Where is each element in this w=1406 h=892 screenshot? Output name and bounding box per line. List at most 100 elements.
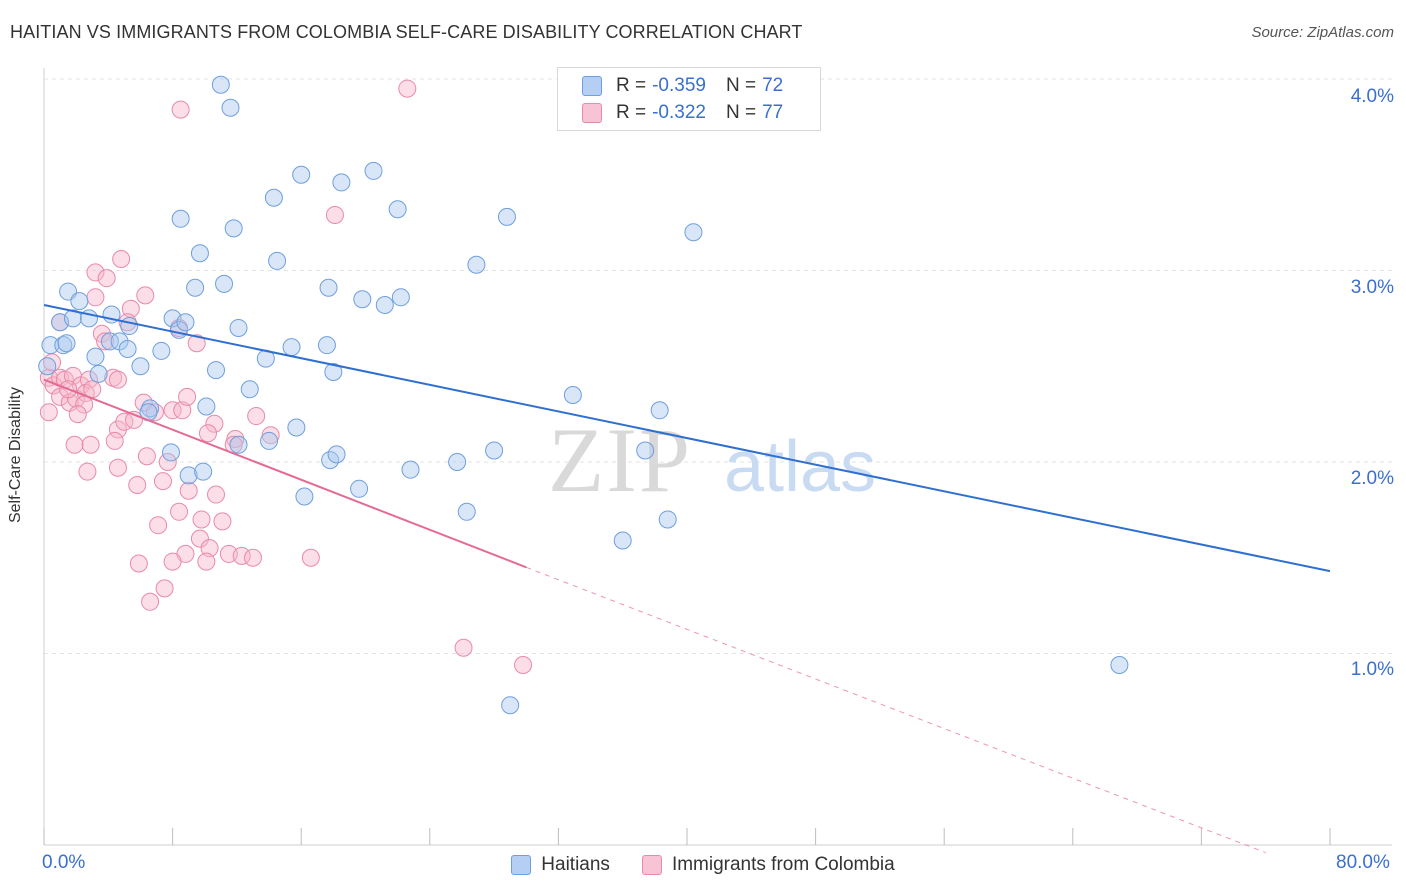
legend-n-value: 72: [762, 75, 784, 96]
data-point-colombia: [173, 401, 192, 420]
data-point-colombia: [86, 263, 105, 282]
data-point-haitians: [63, 309, 82, 328]
data-point-colombia: [141, 592, 160, 611]
data-point-colombia: [179, 481, 198, 500]
data-point-haitians: [332, 173, 351, 192]
data-point-colombia: [128, 475, 147, 494]
data-point-colombia: [398, 79, 417, 98]
data-point-colombia: [213, 512, 232, 531]
data-point-haitians: [375, 295, 394, 314]
watermark-zip: ZIP: [548, 409, 692, 511]
data-point-colombia: [137, 447, 156, 466]
data-point-colombia: [454, 638, 473, 657]
legend-swatch-blue: [582, 76, 602, 96]
data-point-haitians: [287, 418, 306, 437]
trend-line-colombia: [43, 378, 527, 569]
data-point-colombia: [158, 453, 177, 471]
data-point-colombia: [163, 401, 182, 420]
data-point-colombia: [81, 435, 100, 454]
data-point-haitians: [636, 441, 655, 460]
data-point-colombia: [232, 546, 251, 565]
data-point-colombia: [108, 370, 127, 389]
data-point-colombia: [301, 548, 320, 567]
legend-n-label: N =: [725, 102, 757, 123]
data-point-colombia: [205, 414, 224, 433]
data-point-colombia: [155, 579, 174, 598]
data-point-haitians: [215, 274, 234, 293]
data-point-haitians: [86, 347, 105, 366]
data-point-haitians: [327, 445, 346, 464]
data-point-haitians: [388, 200, 407, 219]
data-point-haitians: [563, 385, 582, 404]
legend-swatch-pink: [641, 855, 662, 875]
data-point-colombia: [192, 510, 211, 529]
y-tick-1: 1.0%: [1350, 659, 1394, 680]
data-point-haitians: [501, 696, 520, 715]
data-point-haitians: [38, 357, 57, 376]
data-point-haitians: [650, 401, 669, 420]
correlation-legend: R = -0.359 N = 72 R = -0.322 N = 77: [557, 67, 821, 131]
grid-lines: [44, 78, 1392, 654]
data-point-haitians: [353, 290, 372, 309]
data-point-haitians: [54, 336, 73, 355]
data-point-haitians: [319, 278, 338, 297]
data-point-colombia: [200, 539, 219, 558]
data-point-colombia: [187, 334, 206, 353]
legend-r-value: -0.322: [652, 102, 706, 123]
series-legend: Haitians Immigrants from Colombia: [0, 852, 1406, 878]
data-point-haitians: [497, 207, 516, 226]
data-point-haitians: [229, 435, 248, 454]
data-point-haitians: [197, 397, 216, 416]
data-point-haitians: [295, 487, 314, 506]
data-point-haitians: [317, 336, 336, 355]
data-point-haitians: [161, 443, 180, 462]
data-point-haitians: [224, 219, 243, 238]
data-point-colombia: [514, 655, 533, 674]
data-point-haitians: [70, 292, 89, 311]
x-tick-min: 0.0%: [42, 852, 86, 873]
data-point-haitians: [229, 318, 248, 337]
data-point-colombia: [108, 458, 127, 477]
data-point-haitians: [131, 357, 150, 376]
data-point-colombia: [163, 552, 182, 571]
watermark-atlas: atlas: [724, 427, 876, 507]
data-point-colombia: [78, 462, 97, 481]
legend-swatch-pink: [582, 103, 602, 123]
source-label: Source: ZipAtlas.com: [1251, 24, 1394, 41]
legend-item-colombia[interactable]: Immigrants from Colombia: [641, 852, 895, 878]
legend-label-haitians: Haitians: [541, 854, 610, 875]
data-point-haitians: [457, 502, 476, 521]
data-point-colombia: [86, 288, 105, 307]
data-point-haitians: [57, 334, 76, 353]
data-point-colombia: [247, 407, 266, 426]
watermark: ZIP atlas: [548, 409, 876, 511]
series-colombia-points: [39, 79, 533, 674]
data-point-colombia: [170, 502, 189, 521]
data-point-colombia: [68, 405, 87, 424]
legend-r-label: R =: [616, 102, 647, 123]
data-point-colombia: [325, 205, 344, 224]
data-point-colombia: [197, 552, 216, 571]
data-point-colombia: [178, 387, 197, 406]
legend-row-colombia: R = -0.322 N = 77: [582, 100, 783, 126]
data-point-haitians: [190, 244, 209, 263]
data-point-colombia: [108, 420, 127, 439]
data-point-haitians: [292, 165, 311, 184]
data-point-haitians: [282, 338, 301, 357]
data-point-haitians: [467, 255, 486, 274]
legend-item-haitians[interactable]: Haitians: [511, 852, 610, 878]
data-point-haitians: [684, 223, 703, 242]
trend-line-colombia-extension: [526, 566, 1266, 854]
data-point-haitians: [120, 317, 139, 336]
legend-n-value: 77: [762, 102, 784, 123]
data-point-colombia: [39, 403, 58, 422]
data-point-haitians: [1110, 655, 1129, 674]
data-point-haitians: [658, 510, 677, 529]
data-point-haitians: [391, 288, 410, 307]
axes: [43, 68, 1392, 846]
data-point-haitians: [89, 364, 108, 383]
data-point-colombia: [171, 100, 190, 119]
data-point-colombia: [80, 370, 99, 389]
data-point-haitians: [324, 362, 343, 381]
